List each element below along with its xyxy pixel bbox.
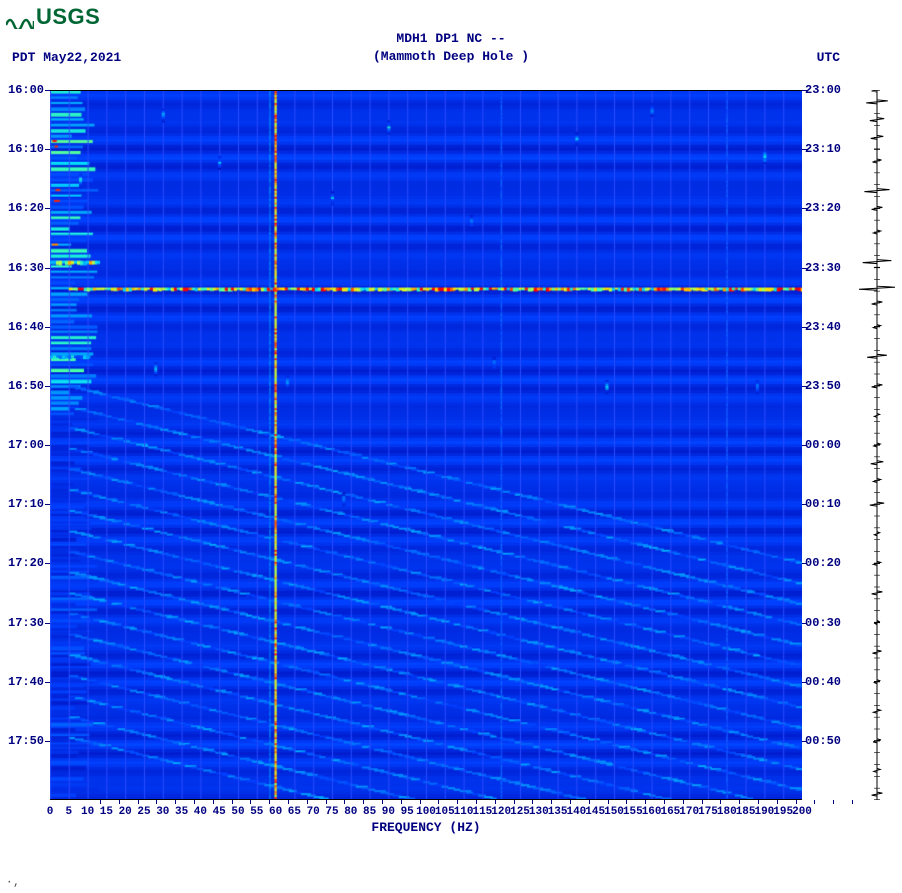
y-tick-left: 16:30 [8, 261, 44, 275]
timezone-right-label: UTC [817, 50, 840, 65]
usgs-logo: USGS [6, 4, 100, 30]
x-tick: 95 [401, 806, 414, 818]
x-tick: 115 [472, 806, 492, 818]
x-tick: 120 [491, 806, 511, 818]
amplitude-trace [858, 90, 896, 800]
spectrogram-plot [50, 90, 802, 800]
chart-title: MDH1 DP1 NC -- (Mammoth Deep Hole ) [0, 30, 902, 65]
x-tick: 60 [269, 806, 282, 818]
y-tick-left: 17:20 [8, 556, 44, 570]
x-tick: 70 [307, 806, 320, 818]
y-tick-left: 16:40 [8, 320, 44, 334]
x-tick: 160 [642, 806, 662, 818]
x-tick: 35 [175, 806, 188, 818]
timezone-left-label: PDT May22,2021 [12, 50, 121, 65]
y-tick-right: 23:50 [805, 379, 841, 393]
x-tick: 5 [65, 806, 72, 818]
x-tick: 85 [363, 806, 376, 818]
x-tick: 30 [156, 806, 169, 818]
x-tick: 145 [585, 806, 605, 818]
x-tick: 165 [660, 806, 680, 818]
x-tick: 55 [250, 806, 263, 818]
title-line2: (Mammoth Deep Hole ) [0, 48, 902, 66]
y-tick-right: 00:20 [805, 556, 841, 570]
x-tick: 150 [604, 806, 624, 818]
x-tick: 180 [717, 806, 737, 818]
y-tick-right: 00:00 [805, 438, 841, 452]
title-line1: MDH1 DP1 NC -- [0, 30, 902, 48]
logo-text: USGS [36, 4, 100, 30]
y-tick-left: 16:50 [8, 379, 44, 393]
x-tick: 75 [325, 806, 338, 818]
footer-mark: ·‚ [6, 877, 19, 889]
x-tick: 140 [566, 806, 586, 818]
y-tick-right: 23:10 [805, 142, 841, 156]
y-tick-left: 16:20 [8, 201, 44, 215]
x-tick: 50 [231, 806, 244, 818]
x-tick: 175 [698, 806, 718, 818]
x-tick: 130 [529, 806, 549, 818]
x-tick: 110 [454, 806, 474, 818]
x-tick: 185 [736, 806, 756, 818]
x-tick: 0 [47, 806, 54, 818]
y-tick-left: 17:00 [8, 438, 44, 452]
x-tick: 195 [773, 806, 793, 818]
x-tick: 20 [119, 806, 132, 818]
y-tick-right: 00:30 [805, 616, 841, 630]
x-tick: 200 [792, 806, 812, 818]
x-tick: 170 [679, 806, 699, 818]
y-tick-right: 23:40 [805, 320, 841, 334]
y-tick-left: 17:40 [8, 675, 44, 689]
y-tick-left: 17:50 [8, 734, 44, 748]
y-tick-right: 00:10 [805, 497, 841, 511]
spectrogram-canvas [50, 91, 802, 799]
x-tick: 190 [754, 806, 774, 818]
x-tick: 100 [416, 806, 436, 818]
x-tick: 40 [194, 806, 207, 818]
x-tick: 45 [213, 806, 226, 818]
x-tick: 90 [382, 806, 395, 818]
x-tick: 80 [344, 806, 357, 818]
y-axis-right-ticks: 23:0023:1023:2023:3023:4023:5000:0000:10… [805, 90, 851, 800]
x-tick: 10 [81, 806, 94, 818]
x-tick: 135 [548, 806, 568, 818]
y-axis-left-ticks: 16:0016:1016:2016:3016:4016:5017:0017:10… [8, 90, 50, 800]
x-tick: 65 [288, 806, 301, 818]
y-tick-right: 00:50 [805, 734, 841, 748]
x-tick: 15 [100, 806, 113, 818]
y-tick-left: 16:00 [8, 83, 44, 97]
y-tick-right: 00:40 [805, 675, 841, 689]
y-tick-right: 23:00 [805, 83, 841, 97]
y-tick-left: 17:30 [8, 616, 44, 630]
y-tick-right: 23:20 [805, 201, 841, 215]
y-tick-left: 16:10 [8, 142, 44, 156]
x-tick: 125 [510, 806, 530, 818]
x-tick: 155 [623, 806, 643, 818]
y-tick-left: 17:10 [8, 497, 44, 511]
x-axis-label: FREQUENCY (HZ) [50, 820, 802, 835]
x-tick: 25 [137, 806, 150, 818]
x-tick: 105 [435, 806, 455, 818]
y-tick-right: 23:30 [805, 261, 841, 275]
